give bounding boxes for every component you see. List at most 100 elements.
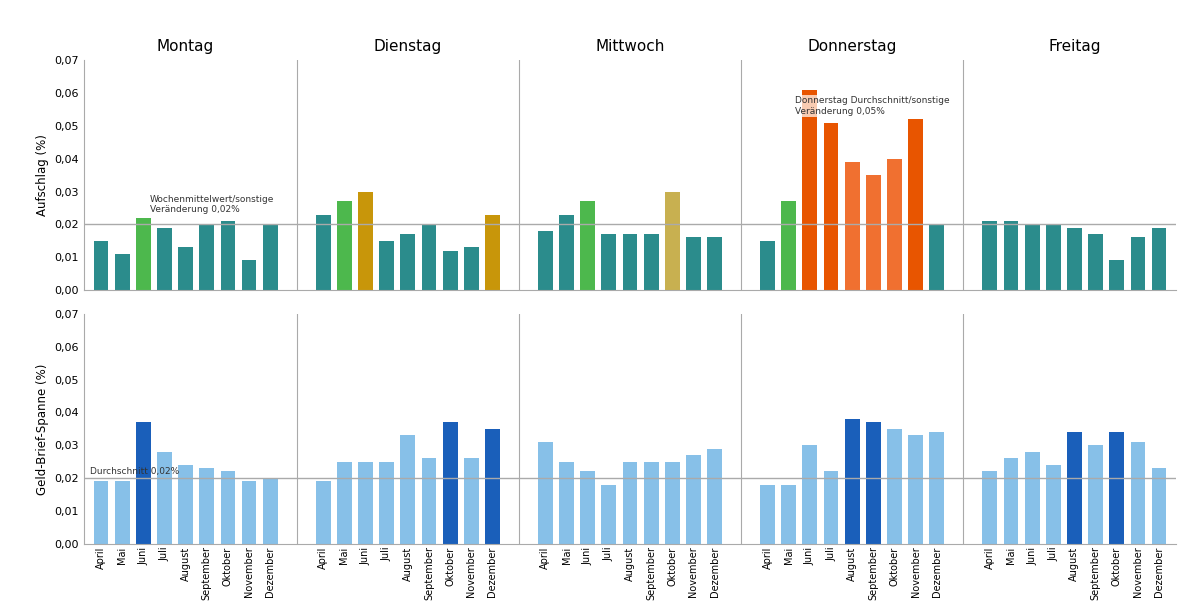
Bar: [157, 228, 172, 290]
Bar: [1130, 237, 1145, 290]
Bar: [983, 221, 997, 290]
Bar: [401, 435, 415, 544]
Bar: [538, 231, 553, 290]
Bar: [337, 201, 352, 290]
Bar: [601, 484, 617, 544]
Bar: [358, 461, 373, 544]
Bar: [623, 461, 637, 544]
Text: Durchschnitt 0,02%: Durchschnitt 0,02%: [90, 467, 180, 477]
Bar: [1152, 468, 1166, 544]
Bar: [221, 472, 235, 544]
Bar: [241, 260, 257, 290]
Text: Donnerstag Durchschnitt/sonstige
Veränderung 0,05%: Donnerstag Durchschnitt/sonstige Verände…: [796, 97, 949, 116]
Y-axis label: Aufschlag (%): Aufschlag (%): [36, 134, 49, 216]
Text: Donnerstag: Donnerstag: [808, 39, 896, 54]
Bar: [686, 237, 701, 290]
Bar: [1109, 260, 1124, 290]
Bar: [538, 442, 553, 544]
Text: Dienstag: Dienstag: [373, 39, 442, 54]
Bar: [1046, 465, 1061, 544]
Bar: [199, 468, 214, 544]
Text: Wochenmittelwert/sonstige
Veränderung 0,02%: Wochenmittelwert/sonstige Veränderung 0,…: [150, 195, 274, 214]
Bar: [241, 481, 257, 544]
Bar: [707, 449, 722, 544]
Bar: [623, 234, 637, 290]
Bar: [581, 201, 595, 290]
Bar: [136, 218, 151, 290]
Bar: [823, 472, 839, 544]
Bar: [421, 224, 437, 290]
Bar: [908, 120, 923, 290]
Bar: [781, 201, 796, 290]
Bar: [707, 237, 722, 290]
Bar: [866, 422, 881, 544]
Bar: [908, 435, 923, 544]
Bar: [665, 191, 679, 290]
Bar: [930, 432, 944, 544]
Bar: [665, 461, 679, 544]
Y-axis label: Geld-Brief-Spanne (%): Geld-Brief-Spanne (%): [36, 363, 49, 495]
Bar: [643, 234, 659, 290]
Bar: [930, 224, 944, 290]
Bar: [1046, 224, 1061, 290]
Bar: [1088, 445, 1103, 544]
Bar: [1067, 228, 1082, 290]
Bar: [803, 90, 817, 290]
Bar: [337, 461, 352, 544]
Bar: [178, 247, 193, 290]
Bar: [94, 241, 108, 290]
Bar: [601, 234, 617, 290]
Text: Freitag: Freitag: [1048, 39, 1100, 54]
Bar: [845, 419, 859, 544]
Bar: [686, 455, 701, 544]
Text: Mittwoch: Mittwoch: [595, 39, 665, 54]
Bar: [316, 214, 330, 290]
Bar: [221, 221, 235, 290]
Bar: [1130, 442, 1145, 544]
Bar: [1003, 221, 1019, 290]
Bar: [781, 484, 796, 544]
Bar: [866, 175, 881, 290]
Bar: [94, 481, 108, 544]
Bar: [178, 465, 193, 544]
Bar: [464, 458, 479, 544]
Bar: [1003, 458, 1019, 544]
Bar: [379, 241, 394, 290]
Bar: [316, 481, 330, 544]
Bar: [157, 452, 172, 544]
Bar: [823, 123, 839, 290]
Bar: [887, 159, 902, 290]
Bar: [263, 478, 277, 544]
Bar: [803, 445, 817, 544]
Bar: [358, 191, 373, 290]
Bar: [1152, 228, 1166, 290]
Bar: [485, 214, 500, 290]
Bar: [199, 224, 214, 290]
Bar: [1088, 234, 1103, 290]
Bar: [845, 162, 859, 290]
Bar: [115, 254, 130, 290]
Bar: [1025, 224, 1039, 290]
Bar: [464, 247, 479, 290]
Bar: [401, 234, 415, 290]
Bar: [887, 429, 902, 544]
Bar: [760, 484, 775, 544]
Bar: [421, 458, 437, 544]
Bar: [379, 461, 394, 544]
Bar: [1109, 432, 1124, 544]
Bar: [115, 481, 130, 544]
Bar: [559, 214, 574, 290]
Bar: [485, 429, 500, 544]
Bar: [983, 472, 997, 544]
Bar: [643, 461, 659, 544]
Bar: [1067, 432, 1082, 544]
Text: Montag: Montag: [157, 39, 215, 54]
Bar: [760, 241, 775, 290]
Bar: [559, 461, 574, 544]
Bar: [136, 422, 151, 544]
Bar: [443, 422, 457, 544]
Bar: [1025, 452, 1039, 544]
Bar: [263, 224, 277, 290]
Bar: [443, 251, 457, 290]
Bar: [581, 472, 595, 544]
